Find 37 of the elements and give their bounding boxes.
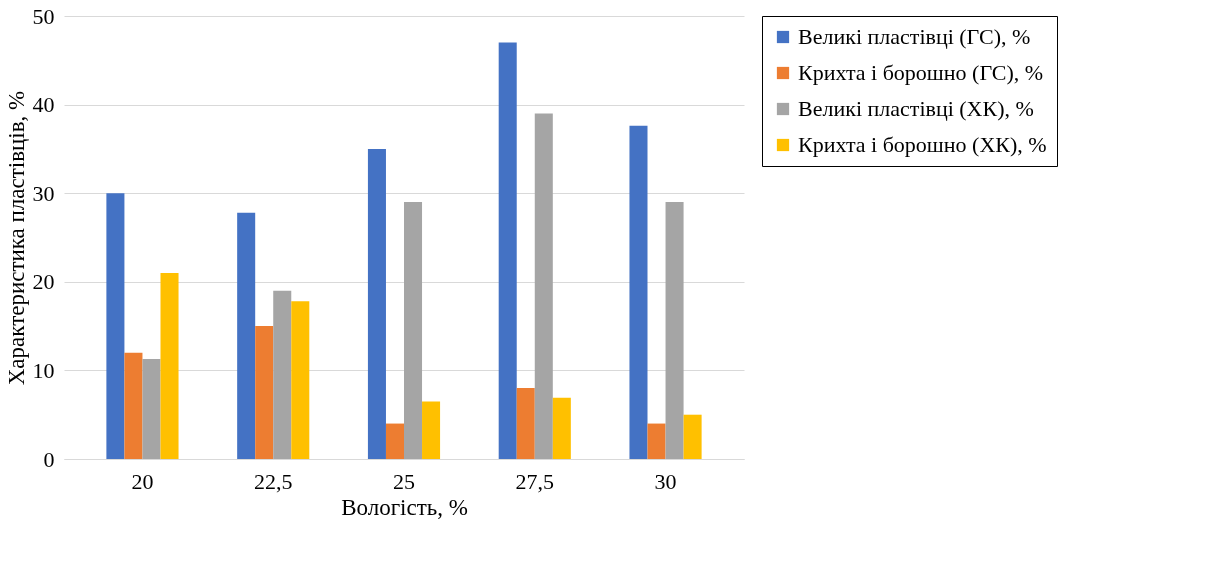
bar: [142, 358, 161, 459]
x-tick-label: 20: [131, 468, 154, 494]
bar: [629, 125, 648, 459]
bar: [385, 423, 404, 459]
bar: [404, 202, 423, 459]
bar: [647, 423, 666, 459]
bar: [255, 326, 274, 459]
bar: [683, 414, 702, 459]
y-tick-label: 0: [43, 446, 55, 472]
x-axis-title: Вологість, %: [341, 494, 468, 520]
bar: [291, 301, 310, 459]
x-tick-label: 27,5: [515, 468, 555, 494]
y-tick-label: 30: [32, 180, 55, 206]
x-tick-label: 25: [393, 468, 415, 494]
y-tick-label: 10: [32, 357, 55, 383]
bar: [106, 193, 125, 459]
y-tick-label: 20: [32, 269, 55, 295]
x-tick-label: 22,5: [253, 468, 293, 494]
bar: [552, 397, 571, 459]
bar: [665, 202, 684, 459]
y-tick-label: 50: [32, 3, 55, 29]
bar: [367, 148, 386, 459]
bar: [237, 212, 256, 459]
x-tick-label: 30: [654, 468, 677, 494]
y-tick-label: 40: [32, 92, 55, 118]
legend-label: Крихта і борошно (ХК), %: [798, 132, 1047, 157]
y-axis-title: Характеристика пластівців, %: [3, 90, 29, 386]
bar: [124, 352, 143, 459]
bar: [273, 290, 292, 459]
legend-label: Великі пластівці (ХК), %: [798, 96, 1034, 121]
bar: [422, 401, 441, 459]
legend-label: Крихта і борошно (ГС), %: [798, 60, 1044, 85]
bar: [534, 113, 553, 459]
bar: [516, 388, 535, 459]
bar: [498, 42, 517, 459]
legend-label: Великі пластівці (ГС), %: [798, 24, 1031, 49]
bar: [160, 272, 179, 459]
